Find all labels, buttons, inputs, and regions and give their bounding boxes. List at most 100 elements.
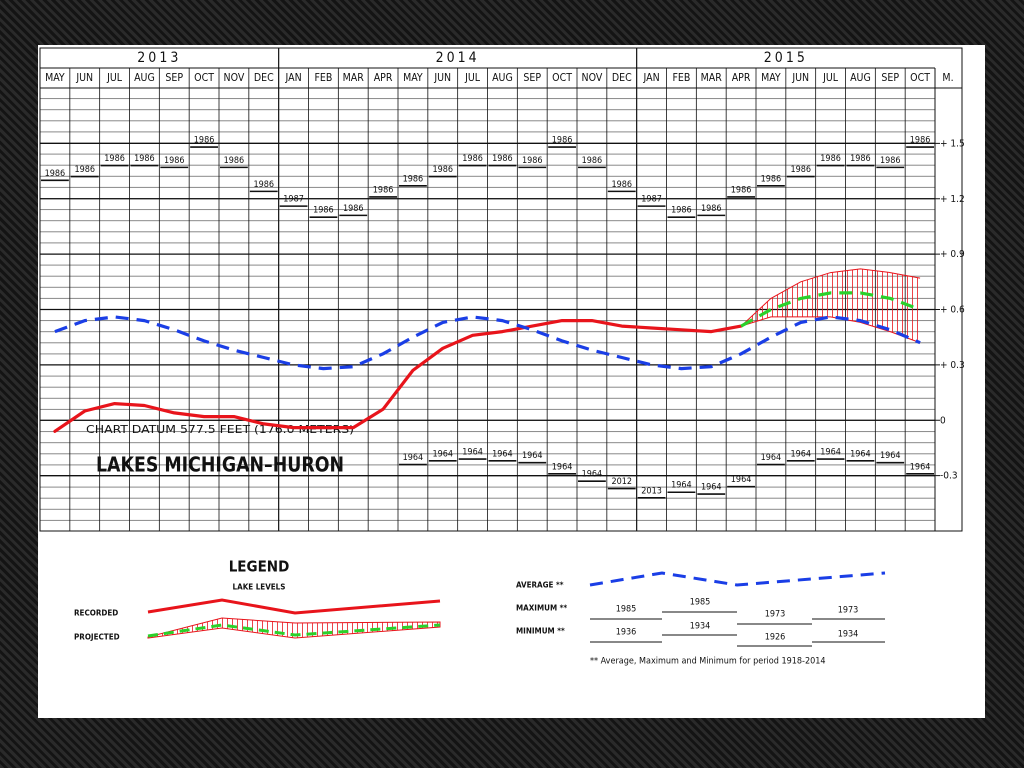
maximum-year: 1986	[492, 154, 513, 164]
year-label: 2013	[137, 50, 181, 66]
x-tick-label: FEB	[672, 72, 690, 84]
minimum-year: 1964	[492, 449, 513, 459]
maximum-year: 1986	[104, 154, 125, 164]
maximum-year: 1986	[373, 185, 394, 195]
maximum-year: 1986	[253, 180, 274, 190]
minimum-year: 1964	[671, 481, 692, 491]
maximum-year: 1986	[134, 154, 155, 164]
maximum-year: 1986	[462, 154, 483, 164]
maximum-year: 1986	[224, 156, 245, 166]
y-tick-label: + 0.3	[940, 360, 965, 371]
minimum-year: 1964	[731, 475, 752, 485]
year-label: 2014	[436, 50, 480, 66]
x-tick-label: MAY	[45, 72, 65, 84]
x-tick-label: MAY	[761, 72, 781, 84]
year-label: 2015	[764, 50, 808, 66]
maximum-year: 1986	[731, 185, 752, 195]
legend-year: 1936	[616, 628, 637, 638]
y-tick-label: -0.3	[940, 471, 958, 482]
x-tick-label: JUN	[791, 72, 809, 84]
maximum-year: 1986	[850, 154, 871, 164]
legend-swatch	[147, 617, 441, 639]
x-tick-label: AUG	[134, 72, 155, 84]
legend-label: PROJECTED	[74, 633, 120, 642]
minimum-year: 1964	[850, 449, 871, 459]
maximum-year: 1986	[74, 165, 95, 175]
frame	[39, 47, 963, 532]
legend-year: 1973	[838, 606, 859, 616]
x-tick-label: JAN	[643, 72, 660, 84]
maximum-year: 1986	[522, 156, 543, 166]
maximum-year: 1986	[45, 169, 66, 179]
legend-note: ** Average, Maximum and Minimum for peri…	[590, 657, 826, 667]
maximum-year: 1986	[343, 204, 364, 214]
legend-subtitle: LAKE LEVELS	[233, 583, 286, 592]
legend-year: 1985	[690, 598, 711, 608]
maximum-year: 1986	[701, 204, 722, 214]
series-line	[740, 291, 921, 328]
x-tick-label: JUN	[75, 72, 93, 84]
x-tick-label: JUN	[433, 72, 451, 84]
band-edge	[740, 268, 921, 327]
minimum-year: 1964	[462, 448, 483, 458]
legend-label: MAXIMUM **	[516, 604, 567, 613]
legend-label: AVERAGE **	[516, 581, 564, 590]
x-tick-label: SEP	[881, 72, 899, 84]
x-tick-label: SEP	[165, 72, 183, 84]
minimum-year: 1964	[582, 470, 603, 480]
x-tick-label: DEC	[612, 72, 632, 84]
x-tick-label: SEP	[523, 72, 541, 84]
maximum-year: 1986	[761, 174, 782, 184]
minimum-year: 1964	[701, 483, 722, 493]
minimum-year: 1964	[403, 453, 424, 463]
x-tick-label: NOV	[582, 72, 603, 84]
x-tick-label: AUG	[492, 72, 513, 84]
y-tick-label: + 1.2	[940, 194, 965, 205]
series-line	[53, 319, 743, 433]
legend-year: 1973	[765, 610, 786, 620]
legend-year: 1934	[690, 622, 711, 632]
legend-label: MINIMUM **	[516, 627, 565, 636]
x-tick-label: NOV	[224, 72, 245, 84]
y-axis-label: M.	[942, 72, 953, 84]
x-tick-label: APR	[732, 72, 751, 84]
x-tick-label: MAY	[403, 72, 423, 84]
x-tick-label: OCT	[194, 72, 214, 84]
x-tick-label: FEB	[314, 72, 332, 84]
y-tick-label: + 1.5	[940, 138, 965, 149]
legend-label: RECORDED	[74, 609, 118, 618]
legend-year: 1926	[765, 633, 786, 643]
legend-title: LEGEND	[229, 558, 290, 576]
maximum-year: 1986	[820, 154, 841, 164]
x-tick-label: JAN	[285, 72, 302, 84]
maximum-year: 1986	[582, 156, 603, 166]
minimum-year: 1964	[880, 451, 901, 461]
legend-swatch	[590, 611, 885, 647]
series-line	[54, 315, 921, 371]
band-edge	[740, 316, 921, 344]
projection-band	[741, 268, 921, 343]
x-tick-label: APR	[374, 72, 393, 84]
x-tick-label: OCT	[910, 72, 930, 84]
maximum-year: 1986	[552, 136, 573, 146]
legend-swatch	[589, 571, 886, 587]
maximum-year: 1986	[403, 174, 424, 184]
minimum-year: 1964	[820, 448, 841, 458]
y-tick-label: 0	[940, 415, 946, 426]
legend-swatch	[147, 623, 441, 638]
y-tick-label: + 0.6	[940, 305, 965, 316]
y-tick-label: + 0.9	[940, 249, 965, 260]
minimum-year: 2012	[611, 477, 632, 487]
x-tick-label: AUG	[850, 72, 871, 84]
maximum-year: 1986	[880, 156, 901, 166]
x-tick-label: OCT	[552, 72, 572, 84]
maximum-year: 1986	[671, 206, 692, 216]
maximum-year: 1986	[790, 165, 811, 175]
annotation: CHART DATUM 577.5 FEET (176.0 METERS)	[86, 423, 354, 436]
legend-swatch	[147, 598, 441, 615]
maximum-year: 1986	[611, 180, 632, 190]
minimum-year: 1964	[761, 453, 782, 463]
x-tick-label: JUL	[106, 72, 123, 84]
